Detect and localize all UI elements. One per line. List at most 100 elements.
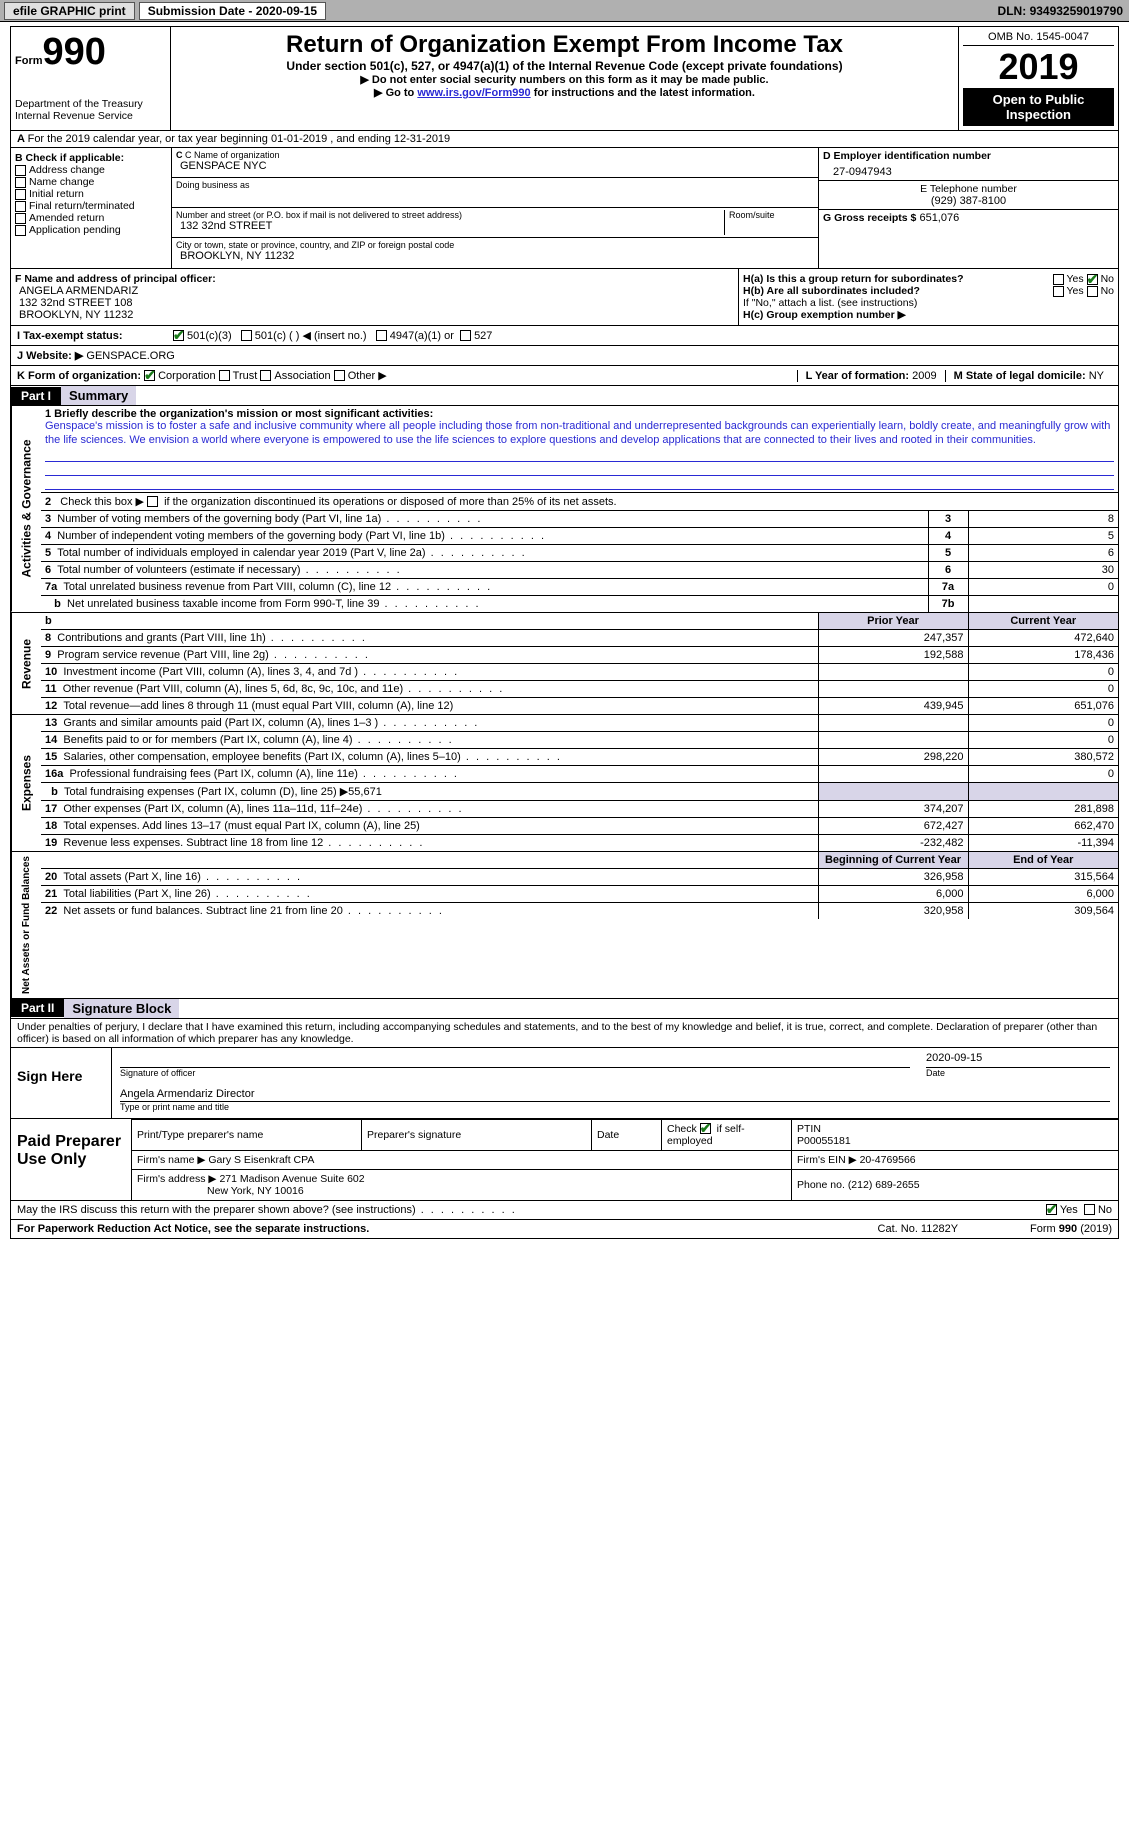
chk-application-pending[interactable] xyxy=(15,225,26,236)
dept-line2: Internal Revenue Service xyxy=(15,110,166,122)
chk-discuss-yes[interactable] xyxy=(1046,1204,1057,1215)
chk-final-return[interactable] xyxy=(15,201,26,212)
chk-name-change[interactable] xyxy=(15,177,26,188)
chk-4947[interactable] xyxy=(376,330,387,341)
gov-row: 5 Total number of individuals employed i… xyxy=(41,544,1118,561)
box-j: J Website: ▶ GENSPACE.ORG xyxy=(10,346,1119,366)
discuss-row: May the IRS discuss this return with the… xyxy=(10,1201,1119,1220)
year-formation: 2009 xyxy=(912,370,936,382)
exp-row: 18 Total expenses. Add lines 13–17 (must… xyxy=(41,817,1118,834)
officer-printed: Angela Armendariz Director xyxy=(120,1088,1110,1102)
form-header: Form990 Department of the Treasury Inter… xyxy=(10,26,1119,131)
section-governance: Activities & Governance 1 Briefly descri… xyxy=(10,406,1119,613)
ein: 27-0947943 xyxy=(823,162,1114,178)
box-i: I Tax-exempt status: 501(c)(3) 501(c) ( … xyxy=(10,326,1119,346)
domicile: NY xyxy=(1089,370,1104,382)
efile-button[interactable]: efile GRAPHIC print xyxy=(4,2,135,20)
rev-row: 9 Program service revenue (Part VIII, li… xyxy=(41,646,1118,663)
chk-amended-return[interactable] xyxy=(15,213,26,224)
box-k-l-m: K Form of organization: Corporation Trus… xyxy=(10,366,1119,386)
ptin: P00055181 xyxy=(797,1135,1113,1147)
box-c: C C Name of organizationGENSPACE NYC Doi… xyxy=(171,148,818,268)
chk-527[interactable] xyxy=(460,330,471,341)
section-netassets: Net Assets or Fund Balances Beginning of… xyxy=(10,852,1119,999)
perjury-text: Under penalties of perjury, I declare th… xyxy=(10,1019,1119,1048)
gov-row: b Net unrelated business taxable income … xyxy=(41,595,1118,612)
gov-row: 6 Total number of volunteers (estimate i… xyxy=(41,561,1118,578)
rev-row: 12 Total revenue—add lines 8 through 11 … xyxy=(41,697,1118,714)
page-body: Form990 Department of the Treasury Inter… xyxy=(0,22,1129,1249)
paid-preparer: Paid Preparer Use Only Print/Type prepar… xyxy=(10,1119,1119,1201)
submission-date: Submission Date - 2020-09-15 xyxy=(139,2,326,20)
firm-name: Gary S Eisenkraft CPA xyxy=(208,1154,314,1166)
dept-line1: Department of the Treasury xyxy=(15,98,166,110)
exp-row: 17 Other expenses (Part IX, column (A), … xyxy=(41,800,1118,817)
top-toolbar: efile GRAPHIC print Submission Date - 20… xyxy=(0,0,1129,22)
org-street: 132 32nd STREET xyxy=(176,220,724,232)
entity-block: B Check if applicable: Address change Na… xyxy=(10,148,1119,269)
chk-address-change[interactable] xyxy=(15,165,26,176)
gov-row: 7a Total unrelated business revenue from… xyxy=(41,578,1118,595)
rev-row: 10 Investment income (Part VIII, column … xyxy=(41,663,1118,680)
chk-trust[interactable] xyxy=(219,370,230,381)
form-title: Return of Organization Exempt From Incom… xyxy=(175,31,954,59)
firm-phone: (212) 689-2655 xyxy=(848,1179,920,1191)
net-row: 20 Total assets (Part X, line 16)326,958… xyxy=(41,868,1118,885)
org-name: GENSPACE NYC xyxy=(176,160,814,172)
exp-row: 15 Salaries, other compensation, employe… xyxy=(41,748,1118,765)
chk-ha-yes[interactable] xyxy=(1053,274,1064,285)
chk-initial-return[interactable] xyxy=(15,189,26,200)
exp-row: 16a Professional fundraising fees (Part … xyxy=(41,765,1118,782)
chk-other[interactable] xyxy=(334,370,345,381)
goto-line: ▶ Go to www.irs.gov/Form990 for instruct… xyxy=(175,86,954,99)
page-footer: For Paperwork Reduction Act Notice, see … xyxy=(10,1220,1119,1239)
chk-501c[interactable] xyxy=(241,330,252,341)
officer-addr1: 132 32nd STREET 108 xyxy=(15,297,734,309)
website: GENSPACE.ORG xyxy=(86,350,174,362)
chk-discontinued[interactable] xyxy=(147,496,158,507)
exp-row: 19 Revenue less expenses. Subtract line … xyxy=(41,834,1118,851)
box-deg: D Employer identification number27-09479… xyxy=(818,148,1118,268)
chk-self-employed[interactable] xyxy=(700,1123,711,1134)
exp-row: 14 Benefits paid to or for members (Part… xyxy=(41,731,1118,748)
officer-addr2: BROOKLYN, NY 11232 xyxy=(15,309,734,321)
chk-discuss-no[interactable] xyxy=(1084,1204,1095,1215)
telephone: (929) 387-8100 xyxy=(823,195,1114,207)
q1-label: 1 Briefly describe the organization's mi… xyxy=(45,408,1114,420)
period-line: A For the 2019 calendar year, or tax yea… xyxy=(10,131,1119,148)
gross-receipts: 651,076 xyxy=(919,212,959,224)
chk-hb-yes[interactable] xyxy=(1053,286,1064,297)
exp-row: 13 Grants and similar amounts paid (Part… xyxy=(41,715,1118,732)
dln: DLN: 93493259019790 xyxy=(998,4,1123,18)
part2-bar: Part II Signature Block xyxy=(10,999,1119,1019)
section-revenue: Revenue bPrior YearCurrent Year 8 Contri… xyxy=(10,613,1119,715)
firm-addr1: 271 Madison Avenue Suite 602 xyxy=(219,1173,364,1185)
rev-row: 8 Contributions and grants (Part VIII, l… xyxy=(41,629,1118,646)
sig-date-val: 2020-09-15 xyxy=(926,1052,1110,1068)
box-b: B Check if applicable: Address change Na… xyxy=(11,148,171,268)
ssn-warning: ▶ Do not enter social security numbers o… xyxy=(175,73,954,86)
chk-ha-no[interactable] xyxy=(1087,274,1098,285)
h-note: If "No," attach a list. (see instruction… xyxy=(743,297,1114,309)
form-number: 990 xyxy=(43,31,106,73)
sign-here: Sign Here Signature of officer 2020-09-1… xyxy=(10,1048,1119,1119)
gov-row: 3 Number of voting members of the govern… xyxy=(41,510,1118,527)
exp-row: b Total fundraising expenses (Part IX, c… xyxy=(41,782,1118,800)
chk-corp[interactable] xyxy=(144,370,155,381)
section-expenses: Expenses 13 Grants and similar amounts p… xyxy=(10,715,1119,852)
chk-assoc[interactable] xyxy=(260,370,271,381)
gov-row: 4 Number of independent voting members o… xyxy=(41,527,1118,544)
net-row: 22 Net assets or fund balances. Subtract… xyxy=(41,902,1118,919)
tax-year: 2019 xyxy=(963,46,1114,88)
part1-bar: Part I Summary xyxy=(10,386,1119,406)
rev-row: 11 Other revenue (Part VIII, column (A),… xyxy=(41,680,1118,697)
open-to-public: Open to Public Inspection xyxy=(963,88,1114,126)
officer-name: ANGELA ARMENDARIZ xyxy=(15,285,734,297)
org-city: BROOKLYN, NY 11232 xyxy=(176,250,814,262)
chk-hb-no[interactable] xyxy=(1087,286,1098,297)
mission-text: Genspace's mission is to foster a safe a… xyxy=(45,420,1114,448)
goto-link[interactable]: www.irs.gov/Form990 xyxy=(417,87,530,99)
firm-ein: 20-4769566 xyxy=(860,1154,916,1166)
form-subtitle: Under section 501(c), 527, or 4947(a)(1)… xyxy=(175,59,954,73)
chk-501c3[interactable] xyxy=(173,330,184,341)
